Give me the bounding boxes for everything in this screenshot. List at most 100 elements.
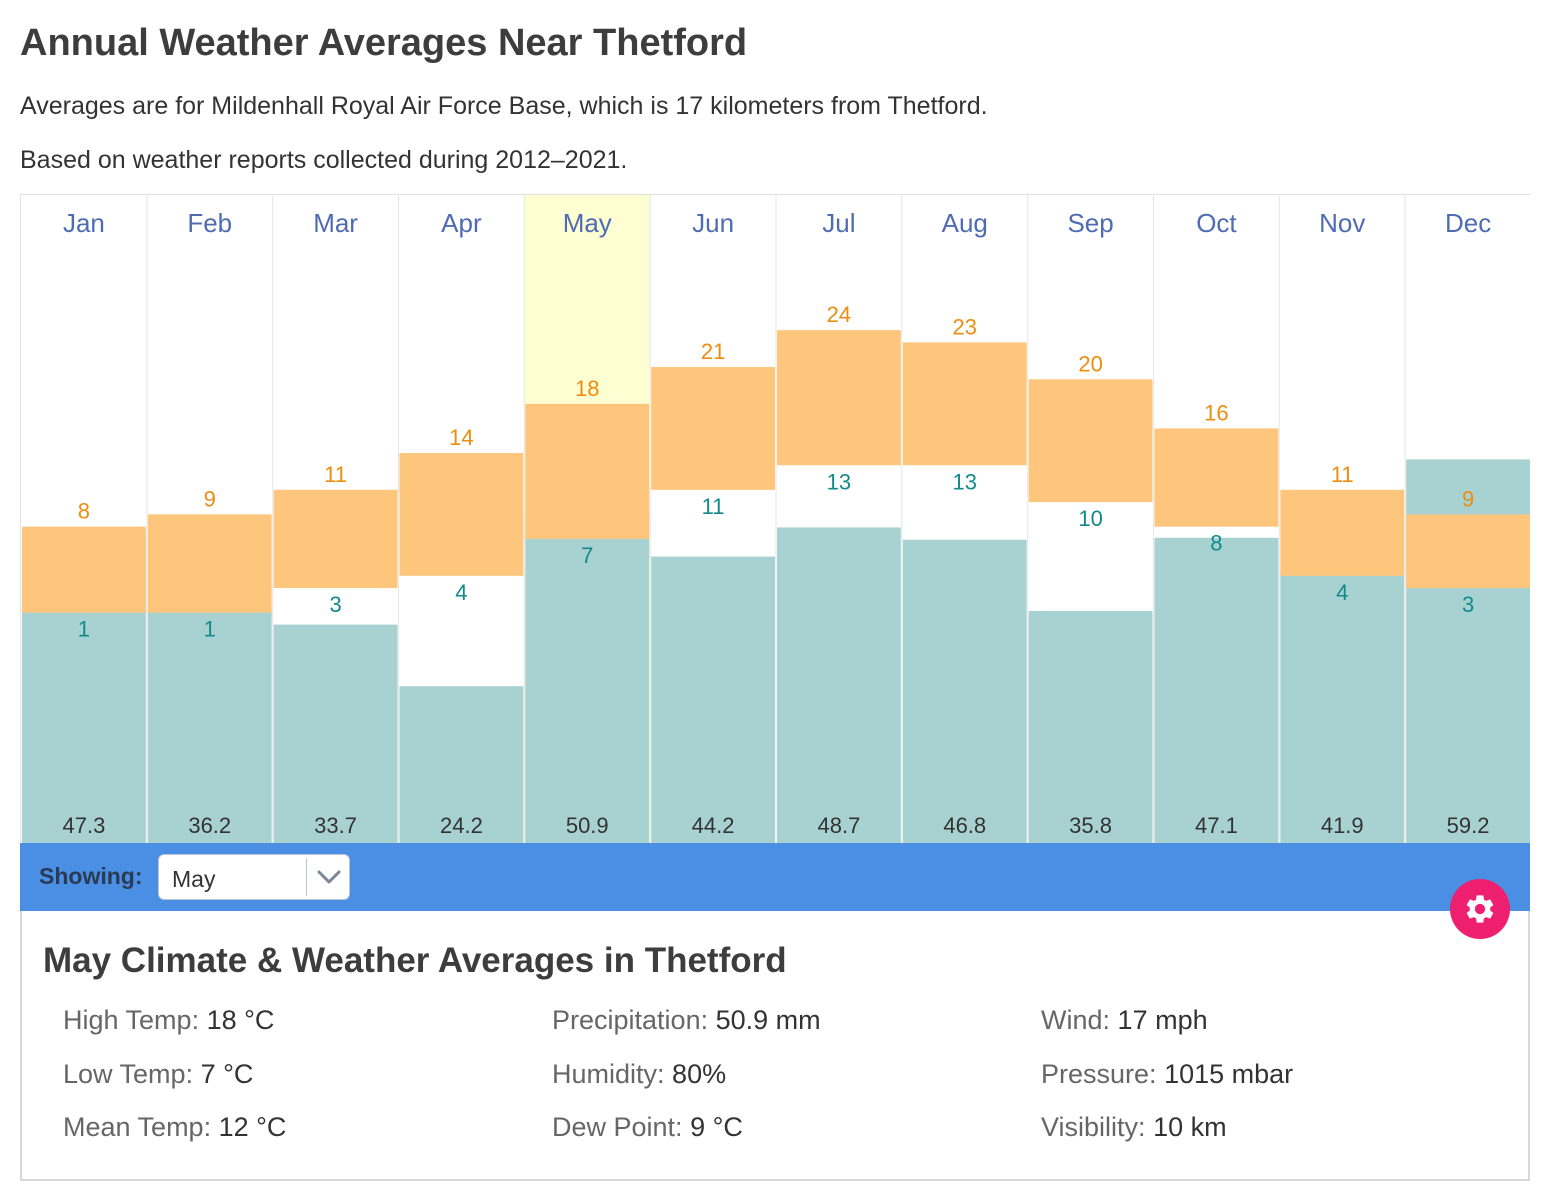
low-temp-label-jun: 11	[702, 494, 725, 519]
precip-bar-apr	[399, 686, 524, 843]
temp-range-bar-aug	[902, 342, 1027, 466]
precip-bar-feb	[147, 608, 272, 843]
low-temp-label-oct: 8	[1210, 531, 1222, 556]
temp-range-bar-sep	[1028, 379, 1153, 503]
stat-value: 9 °C	[690, 1112, 743, 1142]
low-temp-label-aug: 13	[953, 469, 977, 494]
precip-label-nov: 41.9	[1321, 813, 1364, 838]
temp-range-bar-apr	[399, 452, 524, 576]
data-period-note: Based on weather reports collected durin…	[20, 146, 628, 174]
stat-wind: Wind: 17 mph	[1041, 1005, 1208, 1036]
climate-chart[interactable]: Jan 8 1 47.3 Feb 9 1 36.2 Mar 11 3 33.7 Apr 14 4 24.2 Ma…	[20, 194, 1531, 843]
select-divider	[306, 858, 307, 896]
high-temp-label-dec: 9	[1462, 486, 1474, 511]
temp-range-bar-feb	[147, 514, 272, 613]
month-label-oct: Oct	[1196, 208, 1237, 238]
precip-bar-jun	[651, 556, 775, 843]
stat-value: 50.9 mm	[715, 1005, 821, 1035]
precip-bar-jul	[777, 527, 901, 843]
stat-label: Pressure:	[1041, 1059, 1157, 1089]
month-label-dec: Dec	[1445, 208, 1491, 238]
month-details-panel: May Climate & Weather Averages in Thetfo…	[20, 911, 1530, 1181]
high-temp-label-may: 18	[575, 376, 599, 401]
high-temp-label-nov: 11	[1331, 462, 1354, 487]
month-label-sep: Sep	[1067, 208, 1113, 238]
month-select[interactable]: May	[158, 854, 350, 900]
month-label-may: May	[563, 208, 612, 238]
temp-range-bar-nov	[1280, 489, 1405, 576]
precip-bar-may	[525, 513, 650, 843]
high-temp-label-sep: 20	[1078, 351, 1102, 376]
low-temp-label-nov: 4	[1336, 580, 1348, 605]
precip-bar-aug	[902, 539, 1027, 843]
precip-label-apr: 24.2	[440, 813, 483, 838]
temp-range-bar-jul	[777, 330, 901, 466]
precip-label-sep: 35.8	[1069, 813, 1112, 838]
stat-value: 7 °C	[200, 1059, 254, 1089]
page-title: Annual Weather Averages Near Thetford	[20, 22, 748, 64]
month-select-value: May	[172, 866, 216, 892]
low-temp-label-feb: 1	[204, 617, 216, 642]
high-temp-label-feb: 9	[204, 486, 216, 511]
stat-dew-point: Dew Point: 9 °C	[552, 1112, 743, 1143]
high-temp-label-apr: 14	[449, 425, 473, 450]
stat-value: 80%	[672, 1059, 727, 1089]
temp-range-bar-dec	[1406, 514, 1530, 589]
stat-mean-temp: Mean Temp: 12 °C	[63, 1112, 286, 1143]
stat-value: 18 °C	[206, 1005, 275, 1035]
low-temp-label-may: 7	[581, 543, 593, 568]
stat-label: Wind:	[1041, 1005, 1111, 1035]
page-description: Averages are for Mildenhall Royal Air Fo…	[20, 92, 988, 120]
stat-label: Dew Point:	[552, 1112, 683, 1142]
precip-label-jul: 48.7	[818, 813, 861, 838]
month-label-nov: Nov	[1319, 208, 1365, 238]
stat-label: Low Temp:	[63, 1059, 194, 1089]
precip-label-jun: 44.2	[692, 813, 735, 838]
stat-value: 17 mph	[1117, 1005, 1208, 1035]
stat-low-temp: Low Temp: 7 °C	[63, 1059, 253, 1090]
chevron-down-icon[interactable]	[316, 867, 342, 887]
precip-bar-oct	[1154, 537, 1279, 843]
precip-label-aug: 46.8	[943, 813, 986, 838]
low-temp-label-sep: 10	[1078, 506, 1102, 531]
month-label-jan: Jan	[63, 208, 105, 238]
high-temp-label-oct: 16	[1204, 400, 1228, 425]
month-control-bar: Showing: May	[20, 843, 1530, 911]
precip-bar-mar	[273, 624, 398, 843]
month-label-jul: Jul	[822, 208, 855, 238]
showing-label: Showing:	[39, 863, 143, 889]
month-label-feb: Feb	[187, 208, 232, 238]
stat-value: 10 km	[1153, 1112, 1227, 1142]
high-temp-label-aug: 23	[953, 314, 977, 339]
precip-label-mar: 33.7	[314, 813, 357, 838]
precip-label-may: 50.9	[566, 813, 609, 838]
month-label-aug: Aug	[942, 208, 988, 238]
stat-humidity: Humidity: 80%	[552, 1059, 726, 1090]
precip-label-dec: 59.2	[1447, 813, 1490, 838]
temp-range-bar-may	[525, 403, 650, 539]
stat-high-temp: High Temp: 18 °C	[63, 1005, 274, 1036]
settings-button[interactable]	[1450, 879, 1510, 939]
stat-label: Humidity:	[552, 1059, 665, 1089]
temp-range-bar-oct	[1154, 428, 1279, 527]
precip-label-jan: 47.3	[63, 813, 106, 838]
stat-label: Mean Temp:	[63, 1112, 212, 1142]
stat-visibility: Visibility: 10 km	[1041, 1112, 1227, 1143]
stat-precipitation: Precipitation: 50.9 mm	[552, 1005, 821, 1036]
low-temp-label-jan: 1	[78, 617, 90, 642]
details-title: May Climate & Weather Averages in Thetfo…	[43, 941, 787, 980]
low-temp-label-jul: 13	[827, 469, 851, 494]
high-temp-label-jul: 24	[827, 302, 851, 327]
stat-label: High Temp:	[63, 1005, 200, 1035]
stat-value: 1015 mbar	[1164, 1059, 1294, 1089]
month-label-mar: Mar	[313, 208, 358, 238]
temp-range-bar-jan	[22, 526, 146, 613]
high-temp-label-mar: 11	[324, 462, 347, 487]
month-label-apr: Apr	[441, 208, 482, 238]
high-temp-label-jan: 8	[78, 499, 90, 524]
temp-range-bar-mar	[273, 489, 398, 589]
low-temp-label-mar: 3	[329, 592, 341, 617]
stat-label: Visibility:	[1041, 1112, 1146, 1142]
climate-chart-svg: Jan 8 1 47.3 Feb 9 1 36.2 Mar 11 3 33.7 Apr 14 4 24.2 Ma…	[21, 195, 1531, 843]
stat-value: 12 °C	[218, 1112, 287, 1142]
